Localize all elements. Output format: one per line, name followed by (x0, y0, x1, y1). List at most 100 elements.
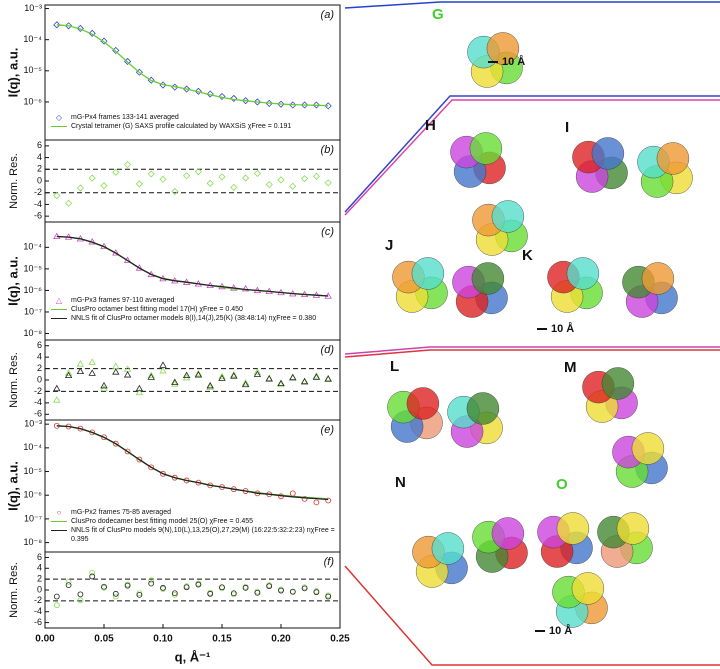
legend-label: NNLS fit of ClusPro octamer models 8(I),… (71, 315, 317, 322)
protein-domain (491, 517, 525, 550)
y-axis-label: I(q), a.u. (5, 48, 20, 98)
data-point (65, 578, 72, 585)
y-tick-label: 10⁻⁶ (24, 285, 43, 295)
data-point (148, 464, 155, 471)
data-point (136, 456, 143, 463)
legend-swatch (51, 126, 67, 127)
data-point (325, 593, 332, 600)
fit-line (56, 24, 329, 107)
y-tick-label: 2 (37, 164, 42, 174)
data-point (171, 380, 179, 387)
protein-domain (466, 392, 500, 425)
data-point (206, 383, 214, 391)
protein-domain (571, 572, 605, 605)
y-tick-label: -2 (34, 595, 42, 605)
data-point (171, 590, 178, 597)
data-point (312, 373, 321, 380)
legend-label: ClusPro dodecamer best fitting model 25(… (71, 518, 254, 525)
panel-label: (a) (321, 9, 335, 21)
data-point (324, 375, 332, 382)
y-tick-label: -4 (34, 397, 42, 407)
structure-panel: G H I J K L M N O 10 Å 10 Å 10 Å (344, 1, 720, 666)
y-tick-label: -2 (34, 187, 42, 197)
data-point (159, 367, 167, 374)
data-point (301, 585, 308, 592)
scale-bar-label: 10 Å (502, 55, 525, 68)
chart-panel: 10⁻³ 10⁻⁴ 10⁻⁵ 10⁻⁶ 10⁻⁷ 10⁻⁸ I(q), a.u. (e) ○ mG… (5, 419, 341, 553)
data-point (53, 192, 61, 200)
data-point (135, 388, 144, 396)
protein-domain (591, 137, 625, 170)
scale-bar-label: 10 Å (551, 322, 574, 335)
legend-label: mG-Px3 frames 97-110 averaged (71, 297, 175, 304)
data-point (147, 170, 155, 178)
y-axis-label: Norm. Res. (8, 153, 20, 209)
protein-domain (411, 257, 445, 290)
x-tick-label: 0.00 (35, 634, 55, 645)
data-point (324, 179, 332, 187)
legend-swatch (51, 521, 67, 522)
data-point (147, 373, 155, 380)
fit-line (56, 425, 329, 500)
legend-entry: Crystal tetramer (G) SAXS profile calcul… (51, 122, 336, 131)
legend-label: ClusPro octamer best fitting model 17(H)… (71, 306, 243, 313)
data-point (242, 174, 250, 182)
legend-swatch (51, 309, 67, 310)
structure-label: I (565, 119, 569, 136)
y-tick-label: 0 (37, 374, 42, 384)
panel-label: (d) (321, 344, 335, 356)
data-point (206, 90, 214, 98)
chart-panel: -6 -4-2 024 6 Norm. Res. (d) (8, 339, 341, 421)
legend-swatch (51, 318, 67, 319)
y-tick-label: 2 (37, 574, 42, 584)
data-point (195, 581, 202, 588)
protein-domain (566, 257, 600, 290)
structure-label: K (522, 247, 533, 264)
y-tick-label: 10⁻⁶ (24, 96, 43, 106)
data-point (325, 497, 332, 504)
data-point (230, 94, 238, 102)
data-point (183, 172, 191, 180)
data-point (112, 168, 120, 176)
y-tick-label: 4 (37, 352, 42, 362)
y-tick-label: 10⁻⁵ (24, 65, 43, 75)
x-tick-label: 0.10 (153, 634, 173, 645)
data-point (53, 396, 61, 403)
legend-entry: NNLS fit of ClusPro models 9(N),10(L),13… (51, 526, 336, 544)
data-point (194, 371, 203, 378)
data-point (124, 161, 132, 169)
legend-entry: △ mG-Px3 frames 97-110 averaged (51, 296, 336, 305)
data-point (53, 593, 60, 600)
data-point (300, 377, 309, 385)
connector (344, 346, 720, 355)
y-tick-label: 6 (37, 340, 42, 350)
data-point (230, 183, 238, 192)
protein-domain (486, 32, 520, 65)
data-point (241, 284, 250, 292)
data-point (171, 378, 179, 385)
y-tick-label: 10⁻⁷ (24, 306, 42, 316)
data-point (171, 591, 178, 598)
connector (344, 1, 720, 9)
protein-domain (556, 512, 590, 545)
connector (344, 99, 720, 216)
legend-entry: NNLS fit of ClusPro octamer models 8(I),… (51, 314, 336, 323)
protein-domain (406, 387, 440, 420)
x-tick-label: 0.25 (330, 634, 350, 645)
y-tick-label: 10⁻³ (24, 3, 42, 13)
data-point (253, 169, 261, 177)
y-tick-label: -6 (34, 617, 42, 627)
y-axis-label: Norm. Res. (8, 352, 20, 408)
data-point (242, 97, 250, 105)
data-point (100, 381, 108, 389)
data-point (53, 21, 61, 29)
structure-label: G (432, 6, 444, 23)
structure-label: L (390, 358, 399, 375)
y-tick-label: 10⁻³ (24, 419, 42, 429)
data-point (135, 384, 144, 392)
legend-box: ◇ mG-Px4 frames 133-141 averaged Crystal t… (51, 113, 336, 131)
data-point (124, 582, 131, 589)
structure-label: J (385, 237, 393, 254)
data-point (207, 590, 214, 597)
